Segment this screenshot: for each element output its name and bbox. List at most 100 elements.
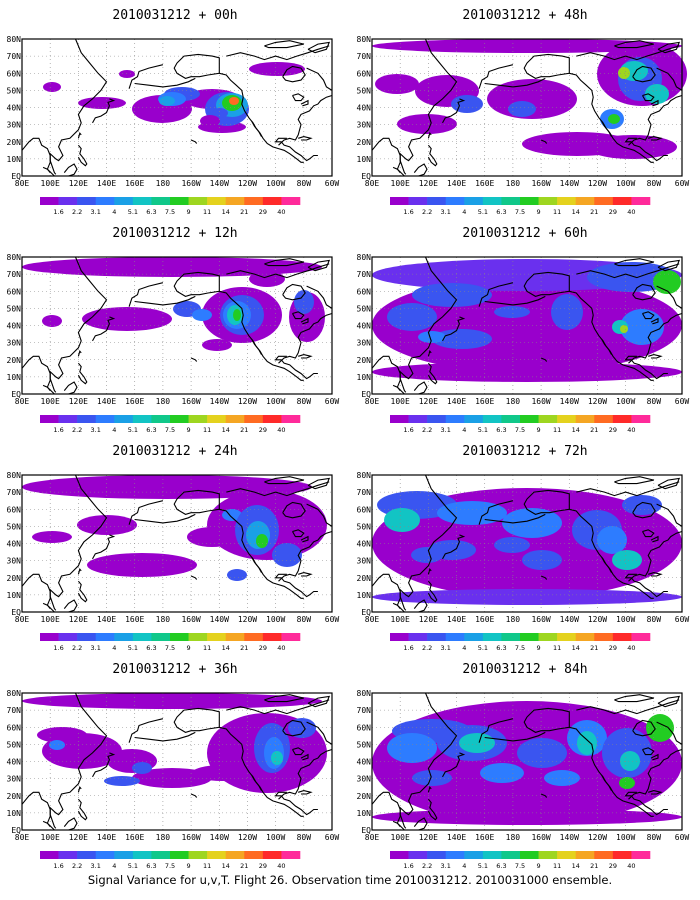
lat-tick-label: 70N [7,706,22,715]
colorbar-swatch [408,851,428,859]
colorbar-label: 40 [277,426,285,434]
colorbar-label: 9 [536,208,540,216]
graticule [372,475,682,612]
lat-tick-label: 60N [7,723,22,732]
coastline-segment [656,721,683,745]
coastline-segment [657,41,681,54]
lat-tick-label: 80N [7,471,22,480]
coastline-segment [427,362,438,385]
colorbar-label: 2.2 [72,644,82,652]
lon-tick-label: 100E [41,397,60,406]
colorbar-swatch [77,633,97,641]
lon-tick-label: 120E [69,615,88,624]
coastline-segment [628,94,683,146]
panel-title: 2010031212 + 72h [462,444,588,459]
colorbar-swatch [262,633,282,641]
colorbar-swatch [58,197,78,205]
lon-tick-label: 60W [325,833,340,842]
colorbar-swatch [464,851,484,859]
coastline-segment [264,258,304,267]
lon-tick-label: 100W [616,397,635,406]
coastline-segment [399,38,458,175]
colorbar-swatch [132,851,152,859]
lat-tick-label: EQ [361,172,371,181]
coastline-segment [292,747,305,756]
panel-title: 2010031212 + 36h [112,662,238,677]
lat-tick-label: 70N [357,270,372,279]
lat-tick-label: 30N [7,121,22,130]
colorbar-label: 29 [609,862,617,870]
colorbar-swatch [95,197,115,205]
colorbar-swatch [612,851,632,859]
colorbar-swatch [132,415,152,423]
variance-shading [619,777,635,789]
coastline-segment [134,731,196,742]
shading-layer [372,701,682,825]
lon-tick-label: 60W [325,615,340,624]
lon-tick-label: 80W [297,397,312,406]
lon-tick-label: 140W [560,833,579,842]
coastline-segment [298,572,313,577]
map-frame [371,692,683,831]
colorbar-label: 3.1 [441,208,451,216]
coastline-segment [21,137,51,173]
lon-tick-label: 120W [238,179,257,188]
colorbar-swatch [408,633,428,641]
coastline-segment [601,338,612,355]
lon-tick-label: 180 [506,833,521,842]
coastline-segment [657,695,681,708]
colorbar-label: 1.6 [53,426,63,434]
lat-tick-label: 80N [357,689,372,698]
coastline-segment [632,283,656,301]
lat-tick-label: 70N [7,270,22,279]
lat-tick-label: 70N [357,706,372,715]
variance-shading [82,307,172,331]
lat-tick-label: 40N [7,104,22,113]
lon-tick-label: 60W [325,397,340,406]
colorbar-swatch [482,197,502,205]
lon-tick-label: 60W [675,833,690,842]
colorbar-label: 21 [590,426,598,434]
colorbar-swatch [244,851,264,859]
coastline [21,38,333,177]
colorbar-label: 6.3 [496,208,506,216]
lon-tick-label: 100W [266,179,285,188]
lon-tick-label: 140W [560,397,579,406]
colorbar-swatch [225,851,245,859]
colorbar-label: 14 [572,426,580,434]
lat-tick-label: 20N [357,574,372,583]
variance-shading [32,531,72,543]
coastline-segment [282,65,306,83]
colorbar-swatch [207,415,227,423]
lon-tick-label: 140E [447,179,466,188]
coastline-segment [307,41,331,54]
lon-tick-label: 80W [297,615,312,624]
coastline-segment [632,719,656,737]
coastline [21,256,333,395]
colorbar-swatch [77,415,97,423]
lat-tick-label: 30N [7,339,22,348]
coastline-segment [300,317,309,325]
colorbar-label: 4 [462,644,466,652]
colorbar-swatch [58,415,78,423]
colorbar-swatch [114,415,134,423]
colorbar-swatch [225,415,245,423]
lat-tick-label: EQ [361,826,371,835]
colorbar-swatch [427,851,447,859]
coastline-segment [300,535,309,543]
colorbar-label: 3.1 [441,426,451,434]
coastline-segment [226,481,330,497]
colorbar-label: 9 [186,208,190,216]
panel-title: 2010031212 + 84h [462,662,588,677]
lat-tick-label: 10N [7,809,22,818]
colorbar-swatch [538,415,558,423]
coastline-segment [134,295,196,306]
coastline-segment [642,529,655,538]
colorbar-label: 5.1 [128,862,138,870]
lon-tick-label: 80E [365,615,380,624]
coastline-segment [648,790,663,795]
coastline-segment [42,166,55,177]
